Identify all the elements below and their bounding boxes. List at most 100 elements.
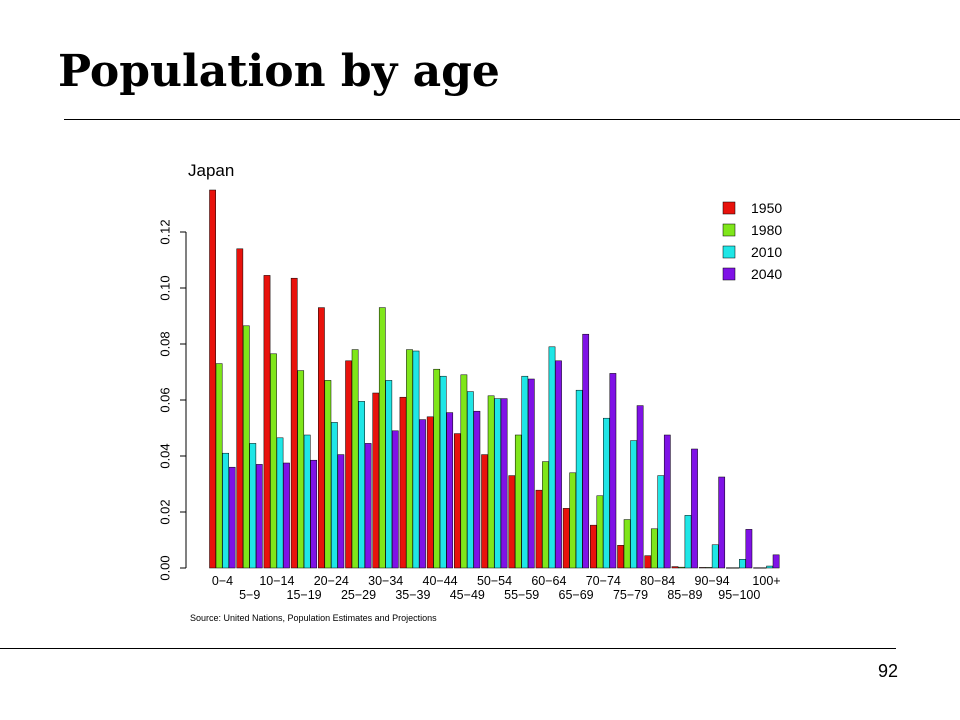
y-tick-label: 0.08 [157,331,172,356]
bar-2010-12 [548,346,556,569]
bar-1980-19 [732,567,740,569]
bar-2010-16 [657,475,665,569]
x-axis-labels: 0−4 5−910−1415−1920−2425−2930−3435−3940−4… [212,574,781,602]
y-tick-label: 0.06 [157,387,172,412]
page-number: 92 [878,661,899,681]
bar-1950-1 [236,248,244,569]
bar-2040-17 [691,448,698,569]
x-tick-label: 15−19 [287,588,322,602]
legend-label-1950: 1950 [751,200,782,216]
bar-1980-7 [406,349,413,569]
bar-2040-20 [772,554,780,569]
bar-2040-14 [609,373,617,569]
x-tick-label: 80−84 [640,574,675,588]
x-tick-label: 45−49 [450,588,485,602]
bar-1980-17 [678,566,685,569]
bar-1980-0 [215,363,223,569]
bar-1980-20 [759,567,767,569]
bar-2010-1 [249,443,257,569]
bar-2040-3 [310,459,318,569]
x-tick-label: 40−44 [423,574,458,588]
legend: 1950 1980 2010 2040 [722,200,782,282]
bar-1950-8 [426,416,434,569]
bar-1950-4 [318,307,325,569]
bar-2040-7 [419,419,426,569]
bar-2040-2 [283,462,290,569]
bar-1980-12 [542,461,549,569]
x-tick-label: 30−34 [368,574,403,588]
bar-2010-7 [412,350,420,569]
x-tick-label: 100+ [752,574,780,588]
legend-label-2040: 2040 [751,266,782,282]
bar-1980-3 [297,370,305,569]
x-tick-label: 25−29 [341,588,376,602]
legend-swatch-1980 [722,223,736,237]
legend-label-1980: 1980 [751,222,782,238]
bar-2040-5 [364,443,372,569]
bar-2010-0 [222,452,229,569]
bar-2040-12 [555,360,562,569]
x-tick-label: 35−39 [395,588,430,602]
bar-2010-13 [575,389,583,569]
x-tick-label: 10−14 [259,574,294,588]
slide-title: Population by age [58,46,500,97]
bar-2040-9 [473,410,481,569]
bar-2010-8 [439,375,447,569]
bar-1950-15 [617,545,624,569]
bar-2040-16 [663,434,671,569]
bar-1950-20 [753,567,760,569]
bars-group [209,189,780,569]
bar-1980-13 [569,472,577,569]
bar-2010-14 [603,417,610,569]
bar-1980-18 [705,567,713,569]
bar-1980-2 [270,353,277,569]
legend-swatch-1950 [722,201,736,215]
bar-1950-17 [671,566,679,569]
bar-2040-0 [228,466,236,569]
y-tick-label: 0.02 [157,499,172,524]
y-axis: 0.00 0.02 0.04 0.06 0.08 0.10 0.12 [157,219,187,581]
bar-1950-0 [209,189,216,569]
bar-1950-19 [726,567,733,569]
footer-divider [0,648,896,649]
bar-2010-20 [766,565,773,569]
bar-1950-2 [263,275,271,569]
x-tick-label: 55−59 [504,588,539,602]
x-tick-label: 60−64 [531,574,566,588]
bar-1950-18 [698,567,706,569]
bar-1950-14 [590,524,597,569]
bar-1980-14 [596,495,604,569]
bar-1950-13 [562,508,570,569]
x-tick-label: 70−74 [586,574,621,588]
bar-2010-5 [358,401,365,569]
bar-1950-12 [535,489,543,569]
bar-2010-19 [739,559,746,569]
bar-1980-4 [324,380,332,569]
bar-2010-17 [684,515,692,569]
bar-2040-6 [391,430,399,569]
bar-1950-9 [454,433,461,569]
y-tick-label: 0.12 [157,219,172,244]
title-divider [64,119,960,120]
bar-2040-8 [446,412,454,569]
bar-1980-6 [378,307,386,569]
bar-2040-13 [582,333,590,569]
legend-label-2010: 2010 [751,244,782,260]
bar-1950-16 [644,555,652,569]
bar-2010-10 [494,398,501,569]
bar-2010-2 [276,437,284,569]
bar-2010-9 [467,391,474,569]
x-tick-label: 5−9 [239,588,260,602]
bar-1980-5 [351,349,359,569]
bar-1980-15 [623,519,631,569]
bar-1950-5 [345,360,352,569]
x-tick-label: 65−69 [559,588,594,602]
x-tick-label: 20−24 [314,574,349,588]
y-tick-label: 0.00 [157,555,172,580]
bar-1950-3 [290,277,298,569]
x-tick-label: 85−89 [667,588,702,602]
bar-2010-6 [385,380,393,569]
bar-2010-11 [521,375,529,569]
bar-2040-4 [337,454,345,569]
chart-source-note: Source: United Nations, Population Estim… [190,613,437,623]
